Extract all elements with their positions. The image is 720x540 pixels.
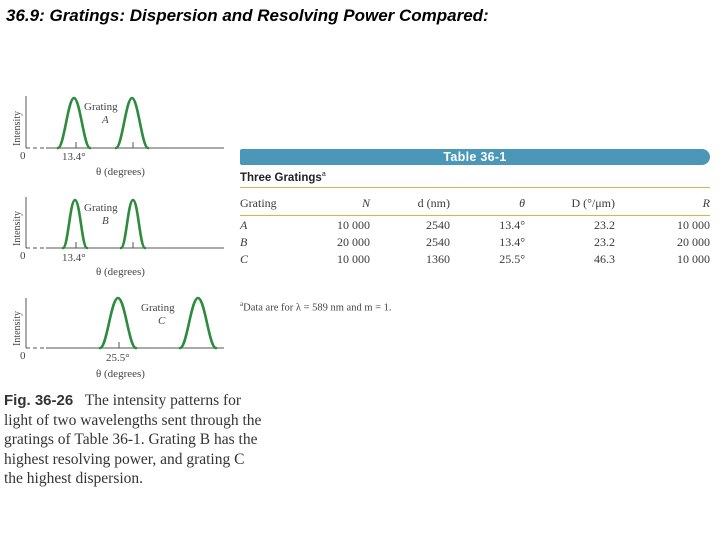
zero-label-c: 0 [20,350,26,362]
grating-letter-c: C [158,315,166,327]
angle-label-b: 13.4° [62,252,86,264]
x-axis-label-b: θ (degrees) [96,266,145,278]
cell-theta: 25.5° [499,251,525,266]
cell-theta: 13.4° [499,234,525,249]
gratings-table-block: Table 36-1 Three Gratingsa Grating N d (… [240,149,710,267]
table-title-bar: Table 36-1 [240,149,710,165]
cell-r: 20 000 [677,234,710,249]
table-row: B 20 000 2540 13.4° 23.2 20 000 [240,233,710,250]
cell-n: 10 000 [337,251,370,266]
slide-title: 36.9: Gratings: Dispersion and Resolving… [6,6,489,25]
cell-d: 2540 [426,234,450,249]
intensity-figure: Intensity 0 Grating A 13.4° θ (degrees) … [12,96,224,380]
x-axis-label-c: θ (degrees) [96,368,145,380]
intensity-curve-c1 [98,296,138,350]
intensity-curve-b2 [119,198,147,250]
footnote-marker: a [240,300,244,308]
header-dispersion: D (°/μm) [525,195,615,216]
cell-r: 10 000 [677,217,710,232]
header-theta: θ [450,195,525,216]
table-header-row: Grating N d (nm) θ D (°/μm) R [240,195,710,216]
header-grating: Grating [240,195,310,216]
gratings-table: Grating N d (nm) θ D (°/μm) R A 10 000 2… [240,195,710,267]
intensity-curve-a1 [56,96,92,150]
panel-c: Intensity 0 Grating C 25.5° θ (degrees) [12,296,224,380]
header-d: d (nm) [370,195,450,216]
panel-b: Intensity 0 Grating B 13.4° θ (degrees) [12,197,224,278]
intensity-curve-b1 [61,198,89,250]
intensity-curve-a2 [114,96,150,150]
table-row: C 10 000 1360 25.5° 46.3 10 000 [240,250,710,267]
cell-dispersion: 23.2 [594,234,615,249]
grating-word-b: Grating [84,202,118,214]
table-caption-marker: a [321,171,326,178]
cell-d: 1360 [426,251,450,266]
cell-r: 10 000 [677,251,710,266]
intensity-curve-c2 [178,296,218,350]
grating-letter-b: B [102,215,109,227]
cell-n: 20 000 [337,234,370,249]
footnote-text: Data are for λ = 589 nm and m = 1. [243,302,392,314]
grating-letter-a: A [101,114,109,126]
zero-label-b: 0 [20,250,26,262]
figure-label: Fig. 36-26 [4,392,74,409]
cell-grating: C [240,251,249,266]
cell-grating: B [240,234,248,249]
figure-caption-text: The intensity patterns for light of two … [4,392,262,487]
y-axis-label-c: Intensity [12,311,23,346]
angle-label-a: 13.4° [62,151,86,163]
panel-a: Intensity 0 Grating A 13.4° θ (degrees) [12,96,224,178]
header-r: R [615,195,710,216]
y-axis-label-b: Intensity [12,211,23,246]
zero-label-a: 0 [20,150,26,162]
cell-theta: 13.4° [499,217,525,232]
cell-n: 10 000 [337,217,370,232]
grating-word-a: Grating [84,101,118,113]
x-axis-label-a: θ (degrees) [96,166,145,178]
grating-word-c: Grating [141,302,175,314]
table-row: A 10 000 2540 13.4° 23.2 10 000 [240,215,710,233]
table-footnote: aData are for λ = 589 nm and m = 1. [240,300,392,314]
cell-dispersion: 46.3 [594,251,615,266]
header-n: N [310,195,370,216]
cell-d: 2540 [426,217,450,232]
cell-dispersion: 23.2 [594,217,615,232]
angle-label-c: 25.5° [106,352,130,364]
table-caption-text: Three Gratings [240,171,322,184]
y-axis-label-a: Intensity [12,111,23,146]
cell-grating: A [240,217,248,232]
table-caption: Three Gratingsa [240,171,710,188]
figure-caption: Fig. 36-26 The intensity patterns for li… [4,391,262,489]
